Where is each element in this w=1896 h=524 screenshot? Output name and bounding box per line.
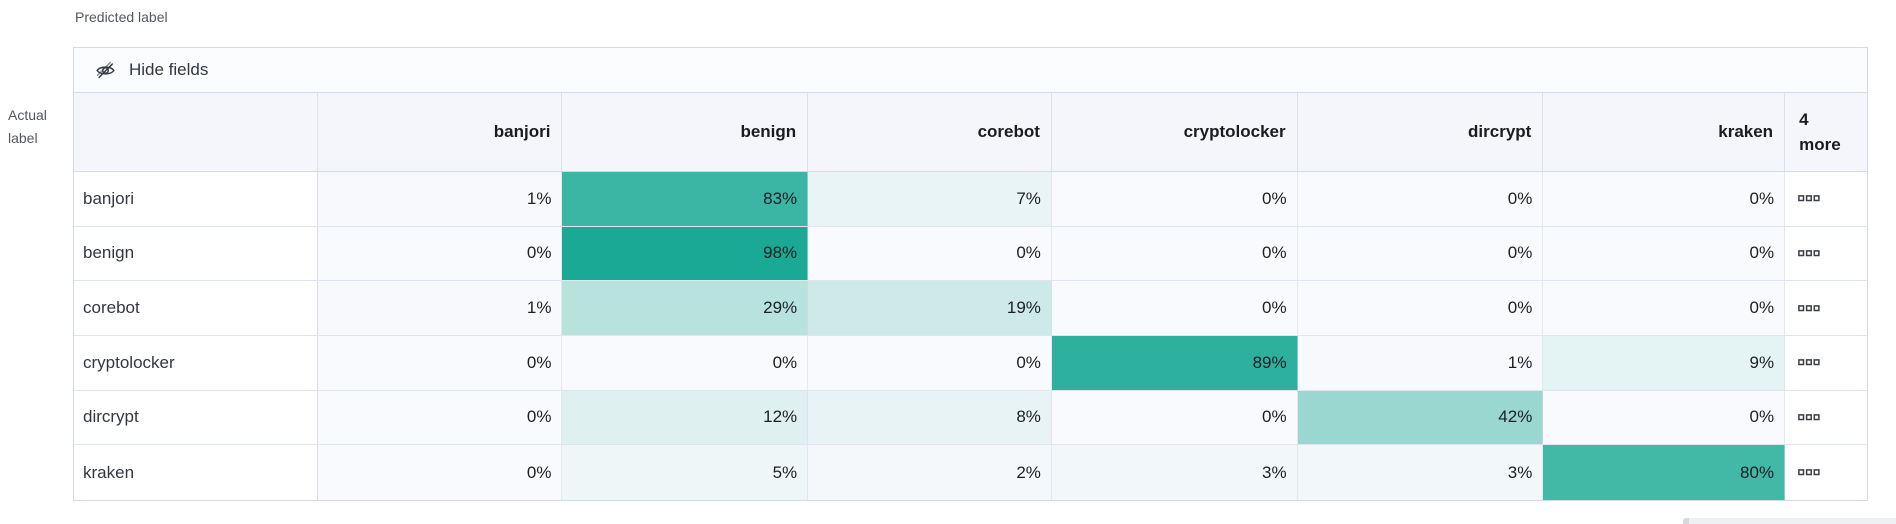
horizontal-scrollbar[interactable] (1683, 518, 1896, 524)
boxes-horizontal-icon[interactable] (1798, 250, 1820, 257)
predicted-axis-label: Predicted label (75, 9, 168, 25)
matrix-cell-benign-cryptolocker: 0% (1051, 226, 1298, 281)
matrix-cell-cryptolocker-kraken: 9% (1543, 335, 1786, 390)
matrix-cell-benign-banjori: 0% (317, 226, 563, 281)
matrix-row-benign: benign 0% 98% 0% 0% 0% 0% (74, 226, 1867, 282)
hide-fields-label: Hide fields (129, 60, 209, 79)
matrix-cell-corebot-corebot: 19% (808, 281, 1052, 335)
actual-axis-label-line2: label (8, 130, 38, 146)
matrix-cell-cryptolocker-corebot: 0% (808, 335, 1052, 390)
matrix-cell-kraken-banjori: 0% (317, 445, 563, 500)
row-more-cell (1785, 281, 1867, 335)
column-header-corebot[interactable]: corebot (808, 93, 1052, 171)
matrix-header-row: banjori benign corebot cryptolocker dircrypt… (74, 93, 1867, 172)
matrix-cell-banjori-cryptolocker: 0% (1051, 172, 1298, 226)
matrix-row-dircrypt: dircrypt 0% 12% 8% 0% 42% 0% (74, 390, 1867, 446)
column-header-more[interactable]: 4 more (1785, 93, 1867, 171)
matrix-cell-kraken-benign: 5% (562, 445, 809, 500)
matrix-cell-cryptolocker-benign: 0% (562, 335, 809, 390)
matrix-cell-corebot-dircrypt: 0% (1297, 281, 1544, 335)
confusion-matrix-grid: Hide fields banjori benign corebot cryptolo… (73, 47, 1868, 501)
matrix-cell-banjori-kraken: 0% (1543, 172, 1786, 226)
matrix-cell-dircrypt-banjori: 0% (317, 390, 563, 445)
matrix-cell-cryptolocker-banjori: 0% (317, 335, 563, 390)
matrix-row-corebot: corebot 1% 29% 19% 0% 0% 0% (74, 281, 1867, 336)
boxes-horizontal-icon[interactable] (1798, 359, 1820, 366)
row-more-cell (1785, 445, 1867, 500)
row-more-cell (1785, 390, 1867, 445)
actual-axis-label-line1: Actual (8, 107, 47, 123)
matrix-cell-corebot-kraken: 0% (1543, 281, 1786, 335)
matrix-cell-dircrypt-corebot: 8% (808, 390, 1052, 445)
row-label-corebot: corebot (74, 281, 318, 335)
matrix-cell-dircrypt-dircrypt: 42% (1297, 390, 1544, 445)
matrix-cell-banjori-banjori: 1% (317, 172, 563, 226)
row-label-dircrypt: dircrypt (74, 390, 318, 445)
more-header-text: more (1799, 135, 1841, 154)
matrix-cell-kraken-kraken: 80% (1543, 445, 1786, 500)
matrix-cell-cryptolocker-cryptolocker: 89% (1051, 335, 1298, 390)
matrix-cell-kraken-corebot: 2% (808, 445, 1052, 500)
hide-fields-button[interactable]: Hide fields (74, 48, 1867, 93)
matrix-cell-corebot-cryptolocker: 0% (1051, 281, 1298, 335)
boxes-horizontal-icon[interactable] (1798, 414, 1820, 421)
row-more-cell (1785, 226, 1867, 281)
row-more-cell (1785, 335, 1867, 390)
matrix-cell-benign-kraken: 0% (1543, 226, 1786, 281)
matrix-row-banjori: banjori 1% 83% 7% 0% 0% 0% (74, 172, 1867, 227)
row-label-benign: benign (74, 226, 318, 281)
column-header-dircrypt[interactable]: dircrypt (1298, 93, 1544, 171)
matrix-cell-corebot-benign: 29% (562, 281, 809, 335)
matrix-cell-benign-dircrypt: 0% (1297, 226, 1544, 281)
boxes-horizontal-icon[interactable] (1798, 195, 1820, 202)
row-label-cryptolocker: cryptolocker (74, 335, 318, 390)
matrix-cell-dircrypt-cryptolocker: 0% (1051, 390, 1298, 445)
matrix-cell-dircrypt-benign: 12% (562, 390, 809, 445)
column-header-cryptolocker[interactable]: cryptolocker (1052, 93, 1298, 171)
matrix-body: banjori 1% 83% 7% 0% 0% 0% benign 0% 98% 0% 0% 0% 0% c… (74, 172, 1867, 500)
column-header-benign[interactable]: benign (562, 93, 809, 171)
row-label-banjori: banjori (74, 172, 318, 226)
matrix-cell-kraken-cryptolocker: 3% (1051, 445, 1298, 500)
boxes-horizontal-icon[interactable] (1798, 304, 1820, 312)
matrix-cell-corebot-banjori: 1% (317, 281, 563, 335)
matrix-cell-cryptolocker-dircrypt: 1% (1297, 335, 1544, 390)
matrix-cell-benign-corebot: 0% (808, 226, 1052, 281)
matrix-cell-dircrypt-kraken: 0% (1543, 390, 1786, 445)
column-header-kraken[interactable]: kraken (1543, 93, 1786, 171)
matrix-cell-banjori-benign: 83% (562, 172, 809, 226)
matrix-row-kraken: kraken 0% 5% 2% 3% 3% 80% (74, 445, 1867, 500)
matrix-cell-banjori-dircrypt: 0% (1297, 172, 1544, 226)
matrix-cell-kraken-dircrypt: 3% (1297, 445, 1544, 500)
boxes-horizontal-icon[interactable] (1798, 469, 1820, 476)
header-corner-cell (74, 93, 318, 171)
eye-closed-icon (95, 60, 116, 81)
row-label-kraken: kraken (74, 445, 318, 500)
matrix-row-cryptolocker: cryptolocker 0% 0% 0% 89% 1% 9% (74, 335, 1867, 391)
more-header-text: 4 (1799, 110, 1809, 129)
actual-axis-label: Actual label (8, 104, 66, 150)
matrix-cell-benign-benign: 98% (562, 226, 809, 281)
row-more-cell (1785, 172, 1867, 226)
column-header-banjori[interactable]: banjori (318, 93, 563, 171)
matrix-cell-banjori-corebot: 7% (808, 172, 1052, 226)
